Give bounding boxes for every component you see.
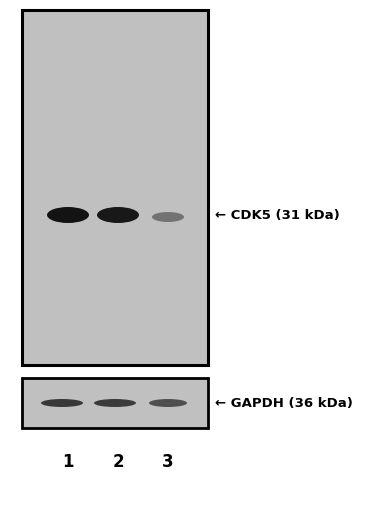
- Ellipse shape: [97, 207, 139, 223]
- Text: 2: 2: [112, 453, 124, 471]
- Text: 3: 3: [162, 453, 174, 471]
- Ellipse shape: [149, 399, 187, 407]
- Text: ← GAPDH (36 kDa): ← GAPDH (36 kDa): [215, 397, 353, 409]
- Ellipse shape: [94, 399, 136, 407]
- Ellipse shape: [152, 212, 184, 222]
- Text: ← CDK5 (31 kDa): ← CDK5 (31 kDa): [215, 209, 340, 222]
- Text: 1: 1: [62, 453, 74, 471]
- Bar: [22, 378, 208, 428]
- Ellipse shape: [41, 399, 83, 407]
- Bar: [22, 10, 208, 365]
- Ellipse shape: [47, 207, 89, 223]
